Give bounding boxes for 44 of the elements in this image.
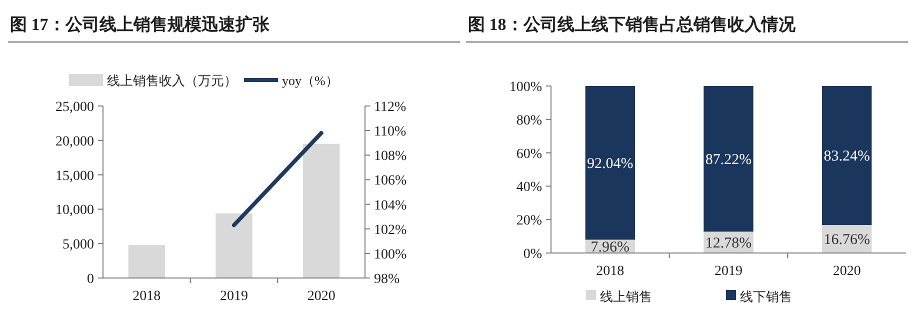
legend-label: 线上销售收入（万元） (107, 73, 237, 88)
data-label: 7.96% (590, 239, 630, 256)
y-tick-label: 100% (509, 80, 542, 95)
y-tick-label: 15,000 (56, 168, 94, 184)
legend-label: 线下销售 (740, 289, 792, 304)
legend-label: 线上销售 (600, 289, 652, 304)
y2-tick-label: 106% (374, 174, 407, 189)
y-tick-label: 40% (516, 180, 542, 196)
bar (822, 86, 872, 226)
y2-tick-label: 104% (374, 198, 407, 214)
y-tick-label: 10,000 (56, 203, 94, 218)
data-label: 12.78% (705, 235, 752, 252)
y-tick-label: 20% (516, 214, 542, 229)
x-tick-label: 2018 (596, 264, 624, 279)
y2-tick-label: 110% (374, 124, 406, 140)
x-tick-label: 2018 (132, 289, 161, 304)
x-tick-label: 2019 (220, 289, 248, 304)
bar (585, 86, 636, 240)
y-tick-label: 20,000 (56, 134, 94, 150)
data-label: 83.24% (824, 148, 870, 165)
data-label: 87.22% (705, 152, 752, 168)
data-label: 16.76% (824, 232, 870, 248)
y2-tick-label: 112% (374, 100, 406, 115)
bar (704, 86, 754, 232)
x-tick-label: 2020 (832, 264, 861, 279)
y2-tick-label: 108% (374, 149, 407, 164)
bar (128, 244, 166, 278)
y2-tick-label: 100% (374, 247, 407, 262)
y2-tick-label: 98% (374, 272, 400, 287)
y-tick-label: 0 (87, 272, 94, 287)
y-tick-label: 0% (523, 247, 542, 262)
y-tick-label: 80% (516, 113, 542, 128)
chart-title: 图 18：公司线上线下销售占总销售收入情况 (468, 15, 796, 34)
x-tick-label: 2019 (714, 264, 742, 279)
y2-tick-label: 102% (374, 222, 407, 238)
bar (302, 144, 340, 278)
x-tick-label: 2020 (307, 289, 336, 304)
legend-label: yoy（%） (282, 73, 338, 88)
chart-title: 图 17：公司线上销售规模迅速扩张 (10, 15, 270, 34)
data-label: 92.04% (587, 156, 634, 172)
bar (216, 213, 252, 278)
y-tick-label: 60% (516, 146, 542, 162)
y-tick-label: 25,000 (56, 100, 94, 115)
y-tick-label: 5,000 (62, 238, 94, 253)
